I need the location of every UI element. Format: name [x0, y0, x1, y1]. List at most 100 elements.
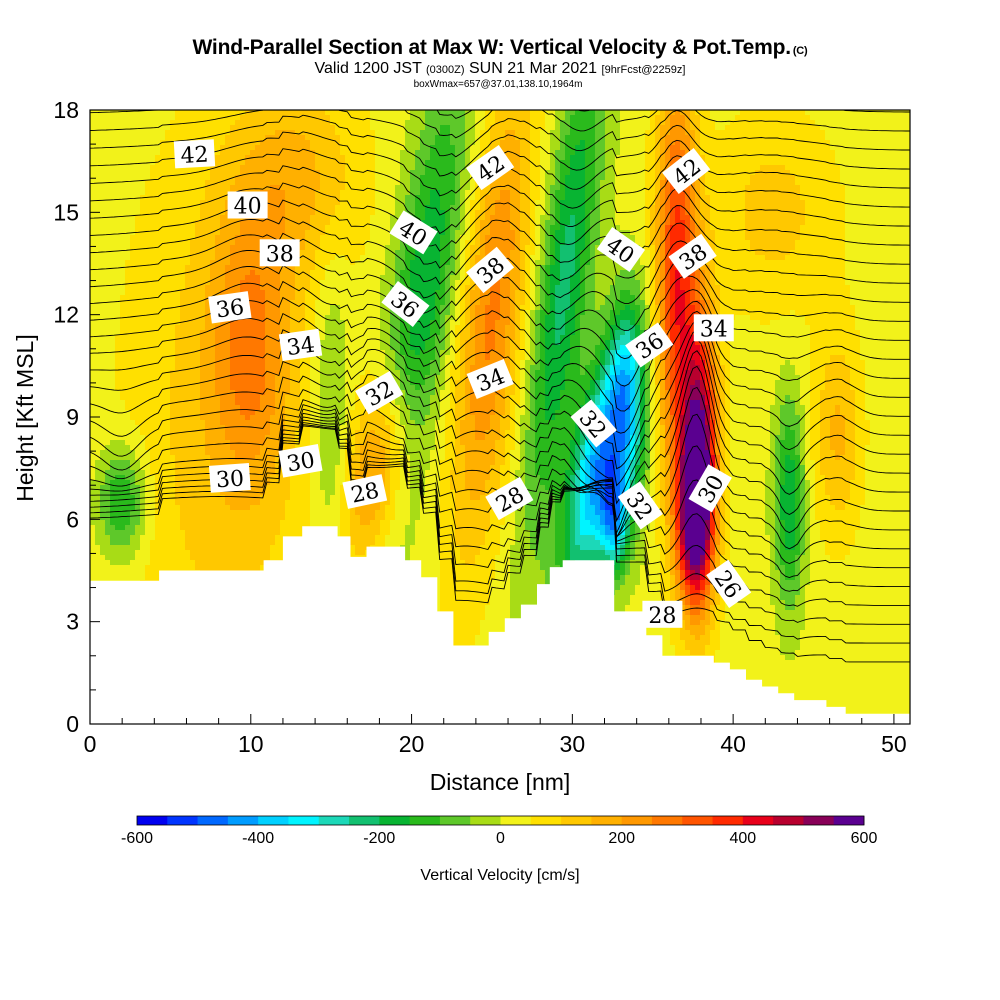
velocity-cell — [250, 245, 256, 251]
velocity-cell — [240, 175, 246, 181]
velocity-cell — [525, 170, 531, 176]
velocity-cell — [455, 225, 461, 231]
velocity-cell — [245, 255, 251, 261]
velocity-cell — [895, 205, 901, 211]
velocity-cell — [515, 235, 521, 241]
velocity-cell — [460, 195, 466, 201]
velocity-cell — [135, 130, 141, 136]
velocity-cell — [215, 215, 221, 221]
velocity-cell — [340, 155, 346, 161]
velocity-cell — [610, 210, 616, 216]
velocity-cell — [375, 110, 381, 116]
velocity-cell — [455, 195, 461, 201]
velocity-cell — [330, 240, 336, 246]
velocity-cell — [270, 175, 276, 181]
velocity-cell — [815, 210, 821, 216]
velocity-cell — [875, 170, 881, 176]
velocity-cell — [140, 165, 146, 171]
velocity-cell — [395, 245, 401, 251]
velocity-cell — [205, 125, 211, 131]
velocity-cell — [505, 175, 511, 181]
velocity-cell — [320, 165, 326, 171]
velocity-cell — [230, 185, 236, 191]
velocity-cell — [505, 250, 511, 256]
velocity-cell — [450, 250, 456, 256]
velocity-cell — [280, 205, 286, 211]
velocity-cell — [895, 220, 901, 226]
velocity-cell — [795, 115, 801, 121]
velocity-cell — [225, 165, 231, 171]
velocity-cell — [730, 215, 736, 221]
velocity-cell — [710, 110, 716, 116]
velocity-cell — [160, 110, 166, 116]
velocity-cell — [475, 145, 481, 151]
velocity-cell — [805, 135, 811, 141]
velocity-cell — [885, 160, 891, 166]
velocity-cell — [270, 210, 276, 216]
velocity-cell — [100, 150, 106, 156]
velocity-cell — [245, 160, 251, 166]
velocity-cell — [855, 225, 861, 231]
velocity-cell — [385, 185, 391, 191]
velocity-cell — [360, 250, 366, 256]
velocity-cell — [730, 225, 736, 231]
velocity-cell — [165, 165, 171, 171]
velocity-cell — [735, 110, 741, 116]
velocity-cell — [570, 140, 576, 146]
velocity-cell — [380, 175, 386, 181]
velocity-cell — [355, 210, 361, 216]
velocity-cell — [510, 125, 516, 131]
velocity-cell — [95, 190, 101, 196]
velocity-cell — [900, 140, 906, 146]
velocity-cell — [140, 215, 146, 221]
velocity-cell — [850, 210, 856, 216]
velocity-cell — [885, 230, 891, 236]
velocity-cell — [385, 255, 391, 261]
velocity-cell — [180, 260, 186, 266]
velocity-cell — [280, 120, 286, 126]
velocity-cell — [760, 115, 766, 121]
velocity-cell — [155, 155, 161, 161]
velocity-cell — [595, 110, 601, 116]
velocity-cell — [175, 115, 181, 121]
velocity-cell — [890, 255, 896, 261]
velocity-cell — [505, 140, 511, 146]
velocity-cell — [890, 210, 896, 216]
velocity-cell — [895, 110, 901, 116]
velocity-cell — [660, 190, 666, 196]
velocity-cell — [200, 255, 206, 261]
velocity-cell — [865, 140, 871, 146]
velocity-cell — [250, 175, 256, 181]
velocity-cell — [180, 195, 186, 201]
velocity-cell — [240, 145, 246, 151]
velocity-cell — [510, 140, 516, 146]
velocity-cell — [100, 140, 106, 146]
velocity-cell — [845, 245, 851, 251]
velocity-cell — [800, 115, 806, 121]
velocity-cell — [870, 180, 876, 186]
velocity-cell — [765, 200, 771, 206]
velocity-cell — [720, 145, 726, 151]
velocity-cell — [565, 155, 571, 161]
velocity-cell — [410, 255, 416, 261]
velocity-cell — [355, 215, 361, 221]
velocity-cell — [230, 125, 236, 131]
velocity-cell — [440, 115, 446, 121]
velocity-cell — [150, 180, 156, 186]
velocity-cell — [670, 120, 676, 126]
velocity-cell — [560, 215, 566, 221]
velocity-cell — [640, 175, 646, 181]
velocity-cell — [160, 210, 166, 216]
velocity-cell — [860, 225, 866, 231]
velocity-cell — [715, 235, 721, 241]
velocity-cell — [360, 160, 366, 166]
velocity-cell — [150, 190, 156, 196]
velocity-cell — [815, 150, 821, 156]
velocity-cell — [275, 140, 281, 146]
velocity-cell — [795, 130, 801, 136]
velocity-cell — [315, 110, 321, 116]
velocity-cell — [460, 125, 466, 131]
velocity-cell — [750, 255, 756, 261]
velocity-cell — [630, 130, 636, 136]
velocity-cell — [875, 255, 881, 261]
